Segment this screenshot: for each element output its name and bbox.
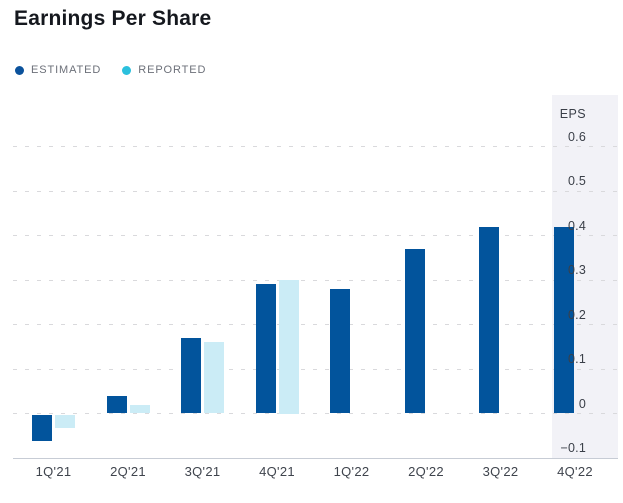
y-tick-0.3: 0.3 <box>568 263 586 277</box>
legend-label-reported: REPORTED <box>138 64 207 76</box>
gridline-0.3 <box>13 279 618 281</box>
gridline-0.5 <box>13 190 618 192</box>
x-axis-line <box>13 457 618 459</box>
bar-estimated-4Q'22[interactable] <box>553 226 574 414</box>
bar-reported-1Q'21[interactable] <box>55 414 75 428</box>
x-tick-3Q'21: 3Q'21 <box>184 464 221 479</box>
y-tick-0: 0 <box>578 396 586 411</box>
gridline-0.6 <box>13 146 618 147</box>
y-tick-0.6: 0.6 <box>568 129 586 144</box>
y-tick-−0.1: −0.1 <box>560 441 586 455</box>
gridline-0.2 <box>13 324 618 325</box>
y-tick-0.2: 0.2 <box>568 307 586 322</box>
legend-item-estimated[interactable]: ESTIMATED <box>15 64 101 76</box>
y-tick-0.1: 0.1 <box>568 352 586 366</box>
reported-swatch-icon <box>122 65 132 75</box>
legend-label-estimated: ESTIMATED <box>31 64 102 76</box>
gridline-0.1 <box>13 368 618 370</box>
y-tick-0.4: 0.4 <box>568 218 586 233</box>
x-tick-3Q'22: 3Q'22 <box>482 464 519 479</box>
bar-estimated-3Q'22[interactable] <box>479 226 499 414</box>
x-tick-1Q'21: 1Q'21 <box>35 464 72 479</box>
bar-estimated-4Q'21[interactable] <box>255 284 276 414</box>
bar-estimated-1Q'22[interactable] <box>330 288 350 414</box>
chart-title: Earnings Per Share <box>14 7 212 30</box>
y-axis-label: EPS <box>559 106 586 121</box>
bar-estimated-2Q'21[interactable] <box>106 395 127 414</box>
x-tick-4Q'21: 4Q'21 <box>259 464 295 479</box>
gridline-0.4 <box>13 235 618 236</box>
bar-estimated-2Q'22[interactable] <box>404 248 425 414</box>
estimated-swatch-icon <box>15 65 24 75</box>
legend-item-reported[interactable]: REPORTED <box>122 64 206 76</box>
bar-reported-4Q'21[interactable] <box>278 280 299 414</box>
legend: ESTIMATED REPORTED <box>15 64 206 76</box>
bar-reported-2Q'21[interactable] <box>129 404 150 414</box>
bar-reported-3Q'21[interactable] <box>204 342 224 414</box>
gridline-0 <box>13 413 618 414</box>
x-tick-2Q'22: 2Q'22 <box>408 464 444 479</box>
bar-estimated-3Q'21[interactable] <box>181 337 201 414</box>
x-tick-4Q'22: 4Q'22 <box>557 464 593 479</box>
x-tick-2Q'21: 2Q'21 <box>110 464 146 479</box>
bar-estimated-1Q'21[interactable] <box>32 414 52 442</box>
x-tick-1Q'22: 1Q'22 <box>333 464 370 479</box>
y-tick-0.5: 0.5 <box>568 174 586 188</box>
